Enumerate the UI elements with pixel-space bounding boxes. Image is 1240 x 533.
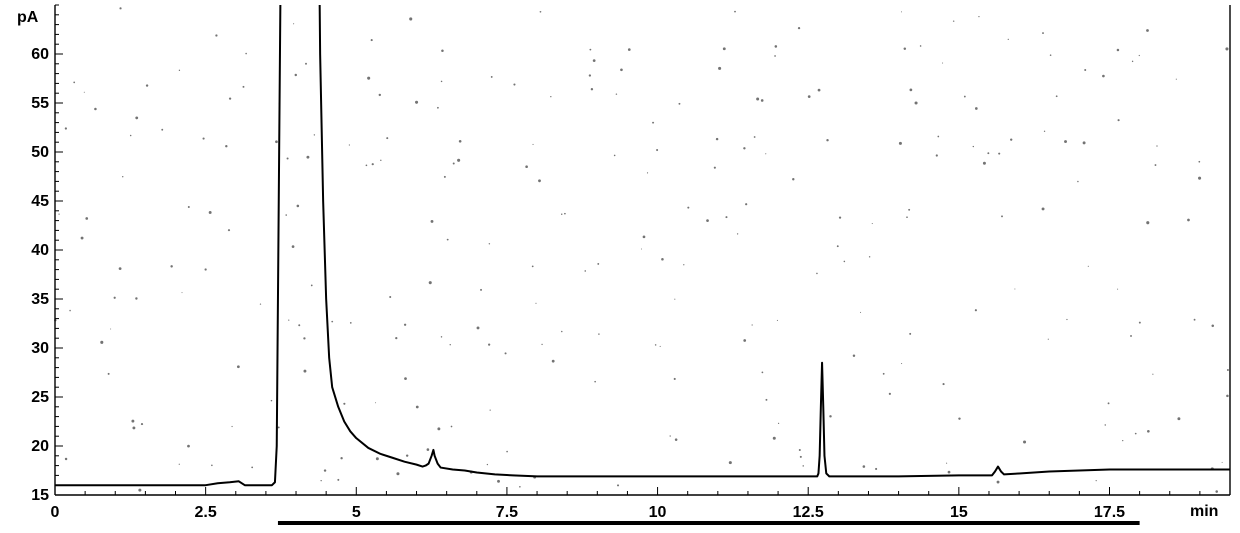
svg-text:5: 5	[352, 504, 361, 521]
svg-text:45: 45	[31, 193, 49, 210]
svg-text:12.5: 12.5	[793, 504, 824, 521]
svg-text:10: 10	[649, 504, 667, 521]
svg-text:55: 55	[31, 95, 49, 112]
svg-text:15: 15	[950, 504, 968, 521]
svg-text:30: 30	[31, 340, 49, 357]
svg-text:15: 15	[31, 487, 49, 504]
svg-text:20: 20	[31, 438, 49, 455]
x-axis-title: min	[1190, 503, 1218, 521]
svg-text:17.5: 17.5	[1094, 504, 1125, 521]
svg-text:7.5: 7.5	[496, 504, 518, 521]
chart-svg: 2025303540455055601502.557.51012.51517.5	[0, 0, 1240, 533]
y-axis-title: pA	[17, 9, 38, 27]
svg-text:50: 50	[31, 144, 49, 161]
svg-text:40: 40	[31, 242, 49, 259]
svg-text:35: 35	[31, 291, 49, 308]
svg-text:60: 60	[31, 46, 49, 63]
svg-text:2.5: 2.5	[195, 504, 217, 521]
chromatogram-chart: 2025303540455055601502.557.51012.51517.5…	[0, 0, 1240, 533]
svg-text:0: 0	[51, 504, 60, 521]
svg-text:25: 25	[31, 389, 49, 406]
